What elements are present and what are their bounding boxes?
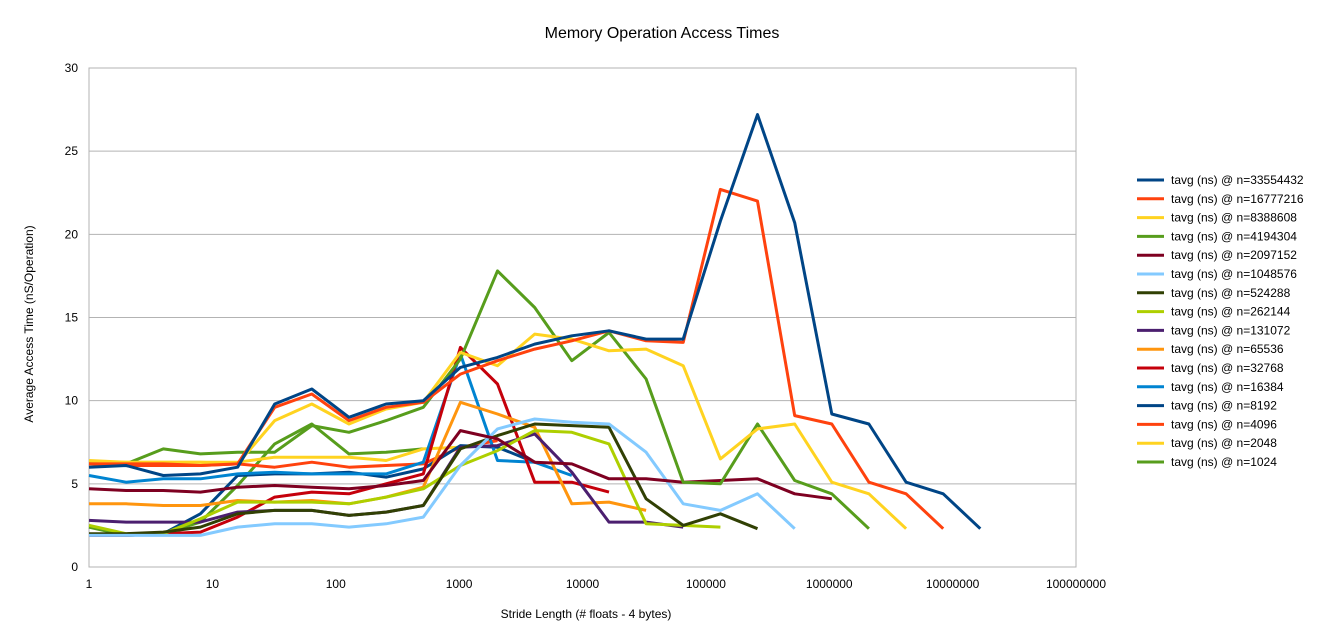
x-tick-label: 10 [206, 577, 220, 591]
legend-label: tavg (ns) @ n=2048 [1171, 436, 1277, 450]
series-line [88, 332, 908, 530]
y-tick-label: 15 [65, 311, 79, 325]
legend-label: tavg (ns) @ n=1024 [1171, 455, 1277, 469]
legend-label: tavg (ns) @ n=8388608 [1171, 211, 1297, 225]
x-tick-label: 10000 [566, 577, 600, 591]
series-line [89, 187, 945, 530]
y-tick-label: 30 [65, 61, 79, 75]
x-tick-label: 10000000 [926, 577, 980, 591]
series-line [88, 439, 498, 469]
legend-label: tavg (ns) @ n=65536 [1171, 342, 1284, 356]
legend-label: tavg (ns) @ n=33554432 [1171, 173, 1304, 187]
series-line [88, 352, 573, 484]
legend-label: tavg (ns) @ n=131072 [1171, 323, 1291, 337]
series-line [88, 113, 982, 530]
x-tick-label: 1000000 [806, 577, 853, 591]
series-line [89, 400, 647, 512]
gridlines [89, 67, 1076, 568]
x-tick-label: 1000 [446, 577, 473, 591]
y-tick-label: 25 [65, 144, 79, 158]
y-tick-label: 0 [71, 560, 78, 574]
legend: tavg (ns) @ n=33554432 tavg (ns) @ n=1677… [1137, 173, 1304, 469]
legend-label: tavg (ns) @ n=524288 [1171, 286, 1291, 300]
legend-label: tavg (ns) @ n=1048576 [1171, 267, 1297, 281]
legend-label: tavg (ns) @ n=32768 [1171, 361, 1284, 375]
legend-label: tavg (ns) @ n=8192 [1171, 399, 1277, 413]
legend-label: tavg (ns) @ n=2097152 [1171, 248, 1297, 262]
x-tick-label: 100000000 [1046, 577, 1106, 591]
series-line [89, 345, 610, 537]
y-tick-label: 10 [65, 394, 79, 408]
series-line [88, 429, 721, 536]
series-line [89, 269, 870, 530]
series-lines [88, 113, 982, 537]
series-line [88, 429, 833, 501]
legend-label: tavg (ns) @ n=4194304 [1171, 229, 1297, 243]
legend-label: tavg (ns) @ n=16777216 [1171, 192, 1304, 206]
x-tick-label: 1 [86, 577, 93, 591]
chart-title: Memory Operation Access Times [545, 25, 780, 42]
legend-label: tavg (ns) @ n=262144 [1171, 305, 1291, 319]
legend-label: tavg (ns) @ n=4096 [1171, 417, 1277, 431]
y-tick-label: 20 [65, 227, 79, 241]
y-tick-label: 5 [71, 477, 78, 491]
plot-area-border [88, 67, 1077, 568]
x-tick-label: 100000 [686, 577, 726, 591]
y-axis-ticks: 0 5 10 15 20 25 30 [65, 61, 79, 574]
x-axis-label: Stride Length (# floats - 4 bytes) [501, 607, 672, 621]
series-line [89, 417, 796, 537]
series-line [89, 422, 759, 536]
y-axis-label: Average Access Time (nS/Operation) [22, 225, 36, 422]
legend-label: tavg (ns) @ n=16384 [1171, 380, 1284, 394]
x-tick-label: 100 [326, 577, 346, 591]
x-axis-ticks: 1 10 100 1000 10000 100000 1000000 10000000 1000… [86, 577, 1107, 591]
